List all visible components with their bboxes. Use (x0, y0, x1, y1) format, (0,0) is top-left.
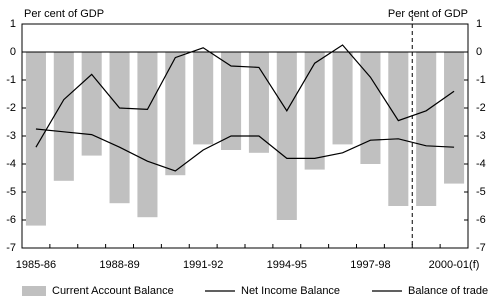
y2-tick-label: 1 (476, 18, 482, 30)
y2-tick-label: 0 (476, 46, 482, 58)
y2-tick-label: -3 (476, 130, 486, 142)
bar (388, 52, 409, 206)
y-tick-label: -5 (6, 186, 16, 198)
y-tick-label: -7 (6, 242, 16, 254)
x-tick-label: 2000-01(f) (429, 259, 480, 271)
bar (332, 52, 353, 145)
x-tick-label: 1988-89 (99, 259, 139, 271)
bar (53, 52, 74, 181)
y2-tick-label: -6 (476, 214, 486, 226)
x-tick-label: 1997-98 (350, 259, 390, 271)
y-tick-label: 0 (10, 46, 16, 58)
bar (81, 52, 102, 156)
y-tick-label: -6 (6, 214, 16, 226)
x-tick-label: 1991-92 (183, 259, 223, 271)
bar (25, 52, 46, 226)
y2-tick-label: -5 (476, 186, 486, 198)
bar (165, 52, 186, 176)
y-tick-label: -3 (6, 130, 16, 142)
legend-label: Balance of trade (408, 285, 488, 297)
y-tick-label: -1 (6, 74, 16, 86)
y2-axis-label: Per cent of GDP (388, 8, 468, 20)
y-tick-label: -2 (6, 102, 16, 114)
y-axis-label: Per cent of GDP (24, 8, 104, 20)
bar (248, 52, 269, 153)
legend-label: Current Account Balance (52, 285, 174, 297)
line (35, 44, 455, 148)
x-tick-label: 1985-86 (16, 259, 56, 271)
y2-tick-label: -4 (476, 158, 486, 170)
x-tick-label: 1994-95 (267, 259, 307, 271)
y2-tick-label: -7 (476, 242, 486, 254)
bar (193, 52, 214, 145)
legend-swatch (22, 286, 46, 296)
bar (444, 52, 465, 184)
bar (137, 52, 158, 218)
bar (360, 52, 381, 164)
bar (109, 52, 130, 204)
y2-tick-label: -2 (476, 102, 486, 114)
bar (276, 52, 297, 220)
line (35, 128, 455, 172)
bar (304, 52, 325, 170)
bar (416, 52, 437, 206)
y-tick-label: -4 (6, 158, 16, 170)
y-tick-label: 1 (10, 18, 16, 30)
y2-tick-label: -1 (476, 74, 486, 86)
bar (221, 52, 242, 150)
legend-label: Net Income Balance (241, 285, 340, 297)
